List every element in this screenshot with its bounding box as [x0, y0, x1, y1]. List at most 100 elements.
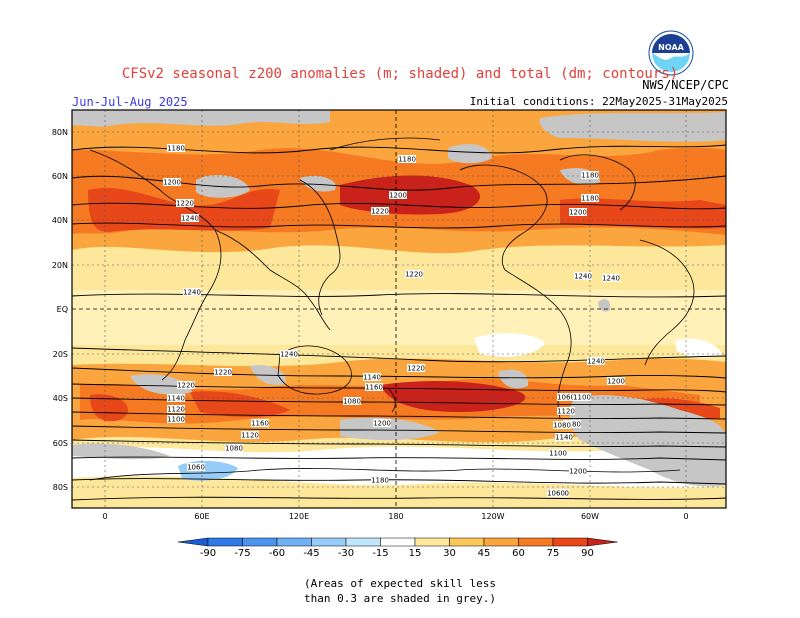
colorbar-arrow-right — [587, 537, 618, 547]
colorbar-segment — [242, 537, 278, 547]
lat-label: 40N — [52, 216, 68, 225]
contour-label-box — [587, 357, 605, 365]
contour-label-box — [547, 489, 565, 497]
skill-note-line1: (Areas of expected skill less — [303, 577, 497, 590]
map-frame — [71, 109, 727, 509]
lat-label: 80N — [52, 128, 68, 137]
contour-label: 1220 — [407, 365, 425, 373]
contour-label: 1220 — [214, 369, 232, 377]
colorbar-label: 30 — [443, 548, 456, 559]
contour-label: 1240 — [574, 273, 592, 281]
contour-label-box — [405, 270, 423, 278]
colorbar-label: -75 — [234, 548, 250, 559]
lon-label: 0 — [683, 512, 688, 521]
colorbar-segment — [414, 537, 450, 547]
lon-label: 120E — [289, 512, 309, 521]
contour-label: 1080 — [225, 445, 243, 453]
contour-label: 1240 — [280, 351, 298, 359]
contour-label: 1220 — [177, 382, 195, 390]
lat-label: 80S — [53, 483, 68, 492]
contour-label: 1180 — [581, 172, 599, 180]
colorbar-segment — [276, 537, 312, 547]
contour-label: 1180 — [581, 195, 599, 203]
anomaly-shading — [72, 110, 726, 508]
lat-label: 20S — [53, 350, 68, 359]
contour-label-box — [167, 415, 185, 423]
lat-label: 60S — [53, 439, 68, 448]
contour-label-box — [167, 394, 185, 402]
contour-label-box — [569, 467, 587, 475]
contour-label: 1220 — [176, 200, 194, 208]
colorbar-segment — [483, 537, 519, 547]
forecast-period: Jun-Jul-Aug 2025 — [72, 95, 188, 109]
lon-label: 180 — [388, 512, 403, 521]
colorbar-segment — [380, 537, 416, 547]
colorbar-segment — [345, 537, 381, 547]
skill-note: (Areas of expected skill less than 0.3 a… — [0, 576, 800, 606]
contour-label: 1200 — [569, 468, 587, 476]
contour-label-box — [557, 407, 575, 415]
contour-line — [72, 347, 726, 363]
contour-label: 1120 — [167, 406, 185, 414]
colorbar-segment — [518, 537, 554, 547]
contour-label-box — [365, 383, 383, 391]
longitude-labels: 0 60E 120E 180 120W 60W 0 — [102, 512, 688, 521]
lat-label: 40S — [53, 394, 68, 403]
colorbar: -90 -75 -60 -45 -30 -15 15 30 45 60 75 90 — [177, 537, 618, 559]
contour-line — [72, 222, 726, 229]
page-title: CFSv2 seasonal z200 anomalies (m; shaded… — [121, 66, 679, 82]
contour-label-box — [549, 449, 567, 457]
contour-label-box — [602, 274, 620, 282]
contour-label-box — [241, 431, 259, 439]
contour-line — [72, 293, 726, 298]
contour-line — [72, 425, 726, 434]
contour-label: 1200 — [569, 209, 587, 217]
colorbar-segment — [207, 537, 243, 547]
skill-note-line2: than 0.3 are shaded in grey.) — [303, 592, 497, 605]
noaa-logo: NOAA — [648, 30, 694, 76]
contour-label-box — [183, 288, 201, 296]
contour-line — [72, 411, 726, 420]
contour-label: 1160 — [365, 384, 383, 392]
contour-label: 1080 — [343, 398, 361, 406]
contour-label-box — [177, 381, 195, 389]
lon-label: 120W — [481, 512, 504, 521]
colorbar-segment — [552, 537, 588, 547]
contour-label-box — [557, 393, 575, 401]
colorbar-label: -30 — [338, 548, 354, 559]
agency-label: NWS/NCEP/CPC — [642, 78, 729, 92]
colorbar-label: 45 — [478, 548, 491, 559]
contour-label: 1100 — [167, 416, 185, 424]
contour-label-box — [371, 207, 389, 215]
contour-label: 1140 — [363, 374, 381, 382]
contour-label: 1240 — [587, 358, 605, 366]
contour-label-box — [407, 364, 425, 372]
contour-label: 1180 — [371, 477, 389, 485]
contour-label: 1220 — [405, 271, 423, 279]
contour-label-box — [607, 377, 625, 385]
contour-label-box — [225, 444, 243, 452]
contour-label: 1220 — [371, 208, 389, 216]
contour-label-box — [569, 208, 587, 216]
lat-label: 60N — [52, 172, 68, 181]
contour-label-box — [574, 272, 592, 280]
lon-label: 0 — [102, 512, 107, 521]
contour-label: 1180 — [398, 156, 416, 164]
contour-line — [72, 478, 726, 485]
colorbar-label: 60 — [512, 548, 525, 559]
latitude-labels: 80N 60N 40N 20N EQ 20S 40S 60S 80S — [52, 128, 68, 492]
contour-label: 1060 — [187, 464, 205, 472]
contour-label: 1200 — [373, 420, 391, 428]
colorbar-label: 75 — [547, 548, 560, 559]
contour-label-box — [389, 191, 407, 199]
contour-line — [72, 456, 726, 461]
contour-label: 1100 — [573, 394, 591, 402]
contour-label-box — [167, 405, 185, 413]
contour-label-box — [181, 214, 199, 222]
lon-label: 60W — [581, 512, 599, 521]
contour-line — [72, 439, 726, 448]
contour-label-box — [280, 350, 298, 358]
contour-label-box — [176, 199, 194, 207]
contour-label-box — [251, 419, 269, 427]
